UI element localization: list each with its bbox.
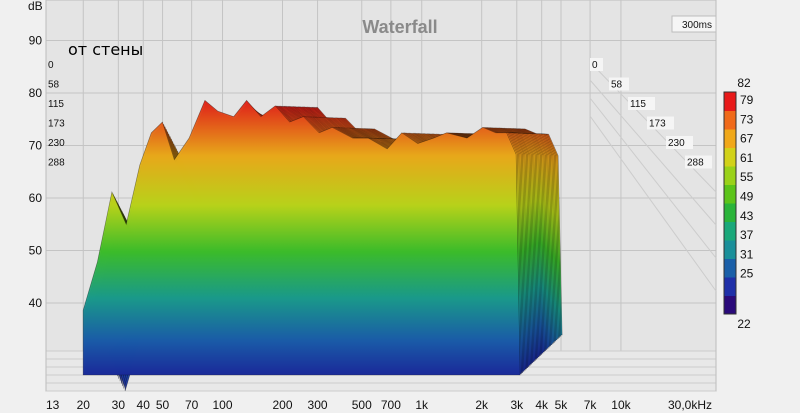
colorbar-band-6 xyxy=(724,184,736,204)
y-tick-70: 70 xyxy=(29,139,43,153)
x-tick-0: 13 xyxy=(46,398,60,412)
depth-guide-3 xyxy=(589,115,717,292)
waterfall-slice-0 xyxy=(82,99,521,376)
x-tick-15: 5k xyxy=(555,398,569,412)
y-tick-50: 50 xyxy=(29,244,43,258)
x-tick-3: 40 xyxy=(137,398,151,412)
depth-guide-2 xyxy=(589,97,717,259)
x-tick-6: 100 xyxy=(213,398,233,412)
colorbar-label-55: 55 xyxy=(740,170,754,184)
colorbar-label-22: 22 xyxy=(737,317,751,331)
x-tick-1: 20 xyxy=(77,398,91,412)
time-window-frame xyxy=(671,15,717,33)
y-unit-label: dB xyxy=(28,0,43,13)
colorbar-label-49: 49 xyxy=(740,190,754,204)
time-tick-right-bg-4 xyxy=(666,136,693,149)
x-tick-2: 30 xyxy=(112,398,126,412)
waterfall-slices xyxy=(82,99,563,392)
colorbar-label-82: 82 xyxy=(737,76,751,90)
x-tick-17: 10k xyxy=(611,398,631,412)
colorbar-band-7 xyxy=(724,166,736,185)
colorbar-band-0 xyxy=(724,295,736,315)
colorbar xyxy=(723,91,737,315)
colorbar-band-1 xyxy=(724,277,736,296)
x-tick-9: 500 xyxy=(352,398,372,412)
x-tick-13: 3k xyxy=(510,398,524,412)
x-tick-16: 7k xyxy=(584,398,598,412)
colorbar-band-2 xyxy=(724,258,736,278)
time-tick-left-288: 288 xyxy=(48,158,65,169)
chart-title: Waterfall xyxy=(362,17,437,37)
y-tick-40: 40 xyxy=(29,296,43,310)
colorbar-band-10 xyxy=(724,110,736,130)
colorbar-band-3 xyxy=(724,240,736,259)
time-tick-right-bg-5 xyxy=(685,155,712,169)
colorbar-band-9 xyxy=(724,129,736,148)
time-tick-left-58: 58 xyxy=(48,80,60,91)
x-tick-8: 300 xyxy=(308,398,328,412)
time-tick-right-bg-0 xyxy=(590,58,603,71)
colorbar-band-4 xyxy=(724,221,736,241)
colorbar-band-5 xyxy=(724,203,736,222)
time-tick-right-115: 115 xyxy=(630,99,646,110)
colorbar-label-61: 61 xyxy=(740,151,754,165)
x-tick-4: 50 xyxy=(156,398,170,412)
x-tick-7: 200 xyxy=(272,398,292,412)
x-tick-18: 30,0kHz xyxy=(668,398,712,412)
chart-annotation: от стены xyxy=(68,40,143,59)
time-tick-left-0: 0 xyxy=(48,60,54,71)
x-tick-5: 70 xyxy=(185,398,199,412)
colorbar-band-11 xyxy=(724,92,736,111)
time-tick-right-288: 288 xyxy=(687,158,704,169)
time-tick-right-173: 173 xyxy=(649,119,666,130)
time-tick-left-115: 115 xyxy=(48,99,64,110)
time-tick-right-0: 0 xyxy=(592,60,598,71)
time-tick-right-bg-2 xyxy=(628,97,655,110)
colorbar-label-25: 25 xyxy=(740,267,754,281)
time-tick-left-173: 173 xyxy=(48,119,65,130)
x-tick-12: 2k xyxy=(475,398,489,412)
x-tick-11: 1k xyxy=(415,398,429,412)
time-window-label: 300ms xyxy=(682,20,712,31)
time-tick-left-230: 230 xyxy=(48,138,65,149)
y-tick-90: 90 xyxy=(29,34,43,48)
time-tick-right-bg-1 xyxy=(609,77,629,91)
time-tick-right-230: 230 xyxy=(668,138,685,149)
depth-guide-1 xyxy=(589,79,717,226)
colorbar-frame xyxy=(723,91,737,315)
colorbar-label-43: 43 xyxy=(740,209,754,223)
colorbar-label-31: 31 xyxy=(740,247,754,261)
colorbar-label-37: 37 xyxy=(740,228,754,242)
y-tick-60: 60 xyxy=(29,191,43,205)
colorbar-label-73: 73 xyxy=(740,112,754,126)
x-tick-10: 700 xyxy=(381,398,401,412)
colorbar-band-8 xyxy=(724,147,736,167)
y-tick-80: 80 xyxy=(29,86,43,100)
time-tick-right-bg-3 xyxy=(647,116,674,130)
x-tick-14: 4k xyxy=(535,398,549,412)
colorbar-label-67: 67 xyxy=(740,132,754,146)
time-tick-right-58: 58 xyxy=(611,80,623,91)
time-window-box xyxy=(671,15,717,33)
colorbar-label-79: 79 xyxy=(740,93,754,107)
